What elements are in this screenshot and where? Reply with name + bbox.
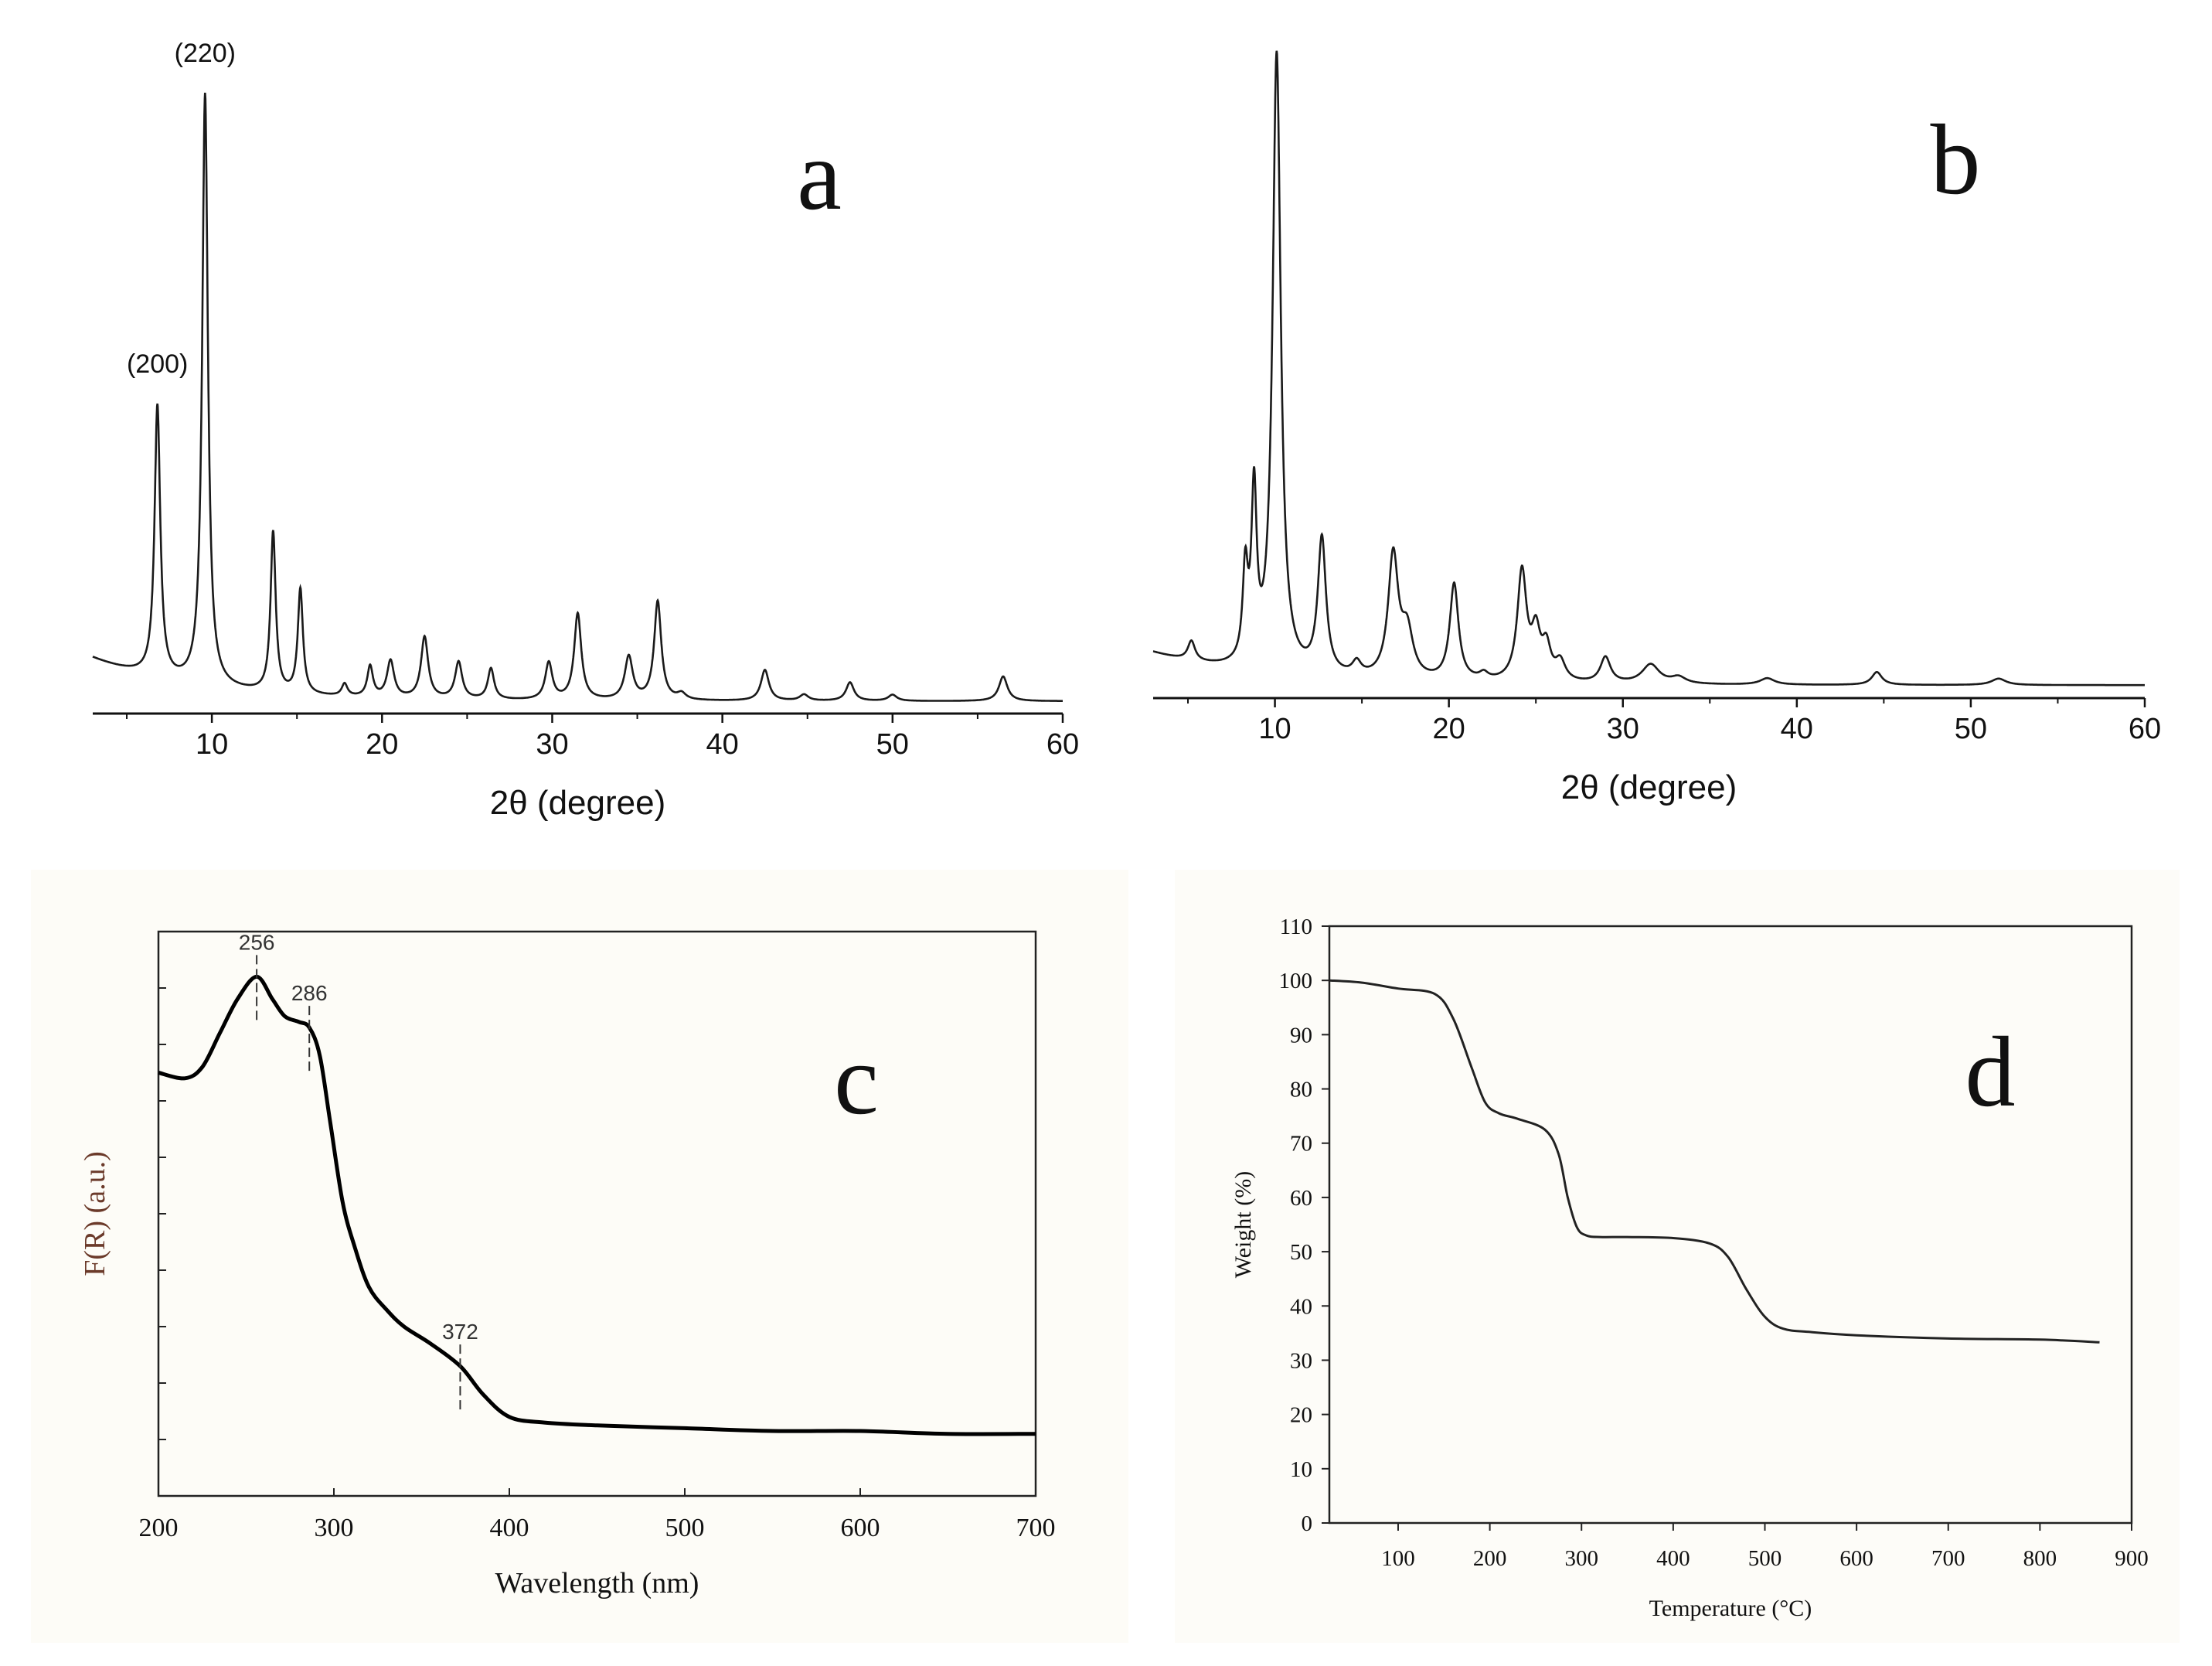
- x-tick-label: 900: [2115, 1546, 2149, 1571]
- peak-annotation: 286: [291, 981, 328, 1005]
- panel-d: 0 10 20 30 40 50 60 70 80 90 100 110 100 200 300 400 500…: [1230, 915, 2149, 1621]
- y-axis-title: Weight (%): [1230, 1171, 1256, 1278]
- peak-annotation: 256: [239, 930, 275, 954]
- x-tick-label: 700: [1931, 1546, 1965, 1571]
- x-tick-label: 50: [876, 728, 909, 761]
- x-axis-title: 2θ (degree): [1561, 768, 1737, 806]
- x-tick-label: 60: [1046, 728, 1079, 761]
- fr-spectrum-line: [158, 974, 1036, 1436]
- y-tick-label: 100: [1279, 969, 1313, 993]
- y-tick-label: 50: [1290, 1240, 1312, 1265]
- x-tick-label: 20: [366, 728, 398, 761]
- y-tick-label: 10: [1290, 1457, 1312, 1482]
- x-tick-label: 500: [665, 1514, 705, 1542]
- panel-letter: d: [1965, 1017, 2016, 1128]
- x-tick-label: 400: [1656, 1546, 1690, 1571]
- y-tick-label: 70: [1290, 1132, 1312, 1157]
- x-tick-label: 40: [706, 728, 739, 761]
- x-tick-label: 300: [315, 1514, 354, 1542]
- panel-letter: a: [797, 120, 842, 231]
- peak-label: (220): [175, 39, 236, 68]
- x-tick-label: 40: [1781, 713, 1813, 745]
- panel-letter: b: [1931, 104, 1981, 216]
- x-tick-label: 10: [1258, 713, 1291, 745]
- x-tick-label: 20: [1433, 713, 1465, 745]
- x-tick-label: 50: [1955, 713, 1987, 745]
- panel-c-background: [31, 870, 1128, 1643]
- x-tick-label: 200: [1473, 1546, 1507, 1571]
- y-tick-label: 0: [1302, 1511, 1313, 1536]
- panel-b: 10 20 30 40 50 60 2θ (degree) b: [1152, 50, 2161, 806]
- peak-annotation: 372: [442, 1320, 478, 1344]
- y-tick-label: 60: [1290, 1186, 1312, 1211]
- y-tick-label: 110: [1280, 915, 1312, 939]
- panel-a: 10 20 30 40 50 60 2θ (degree) (200) (220) a: [92, 39, 1079, 822]
- x-tick-label: 100: [1381, 1546, 1415, 1571]
- x-tick-label: 800: [2023, 1546, 2057, 1571]
- x-tick-label: 30: [1607, 713, 1639, 745]
- x-tick-label: 500: [1748, 1546, 1782, 1571]
- x-tick-label: 200: [139, 1514, 179, 1542]
- y-tick-label: 80: [1290, 1078, 1312, 1102]
- x-axis-title: 2θ (degree): [490, 784, 665, 822]
- x-tick-label: 700: [1016, 1514, 1056, 1542]
- panel-c: 200 300 400 500 600 700 256 286 372 Wavelength (n…: [79, 930, 1056, 1600]
- xrd-pattern-line: [1152, 50, 2145, 687]
- x-tick-label: 600: [1839, 1546, 1873, 1571]
- y-tick-label: 40: [1290, 1294, 1312, 1319]
- x-tick-label: 600: [841, 1514, 880, 1542]
- x-tick-label: 300: [1564, 1546, 1598, 1571]
- xrd-pattern-line: [92, 92, 1063, 702]
- y-tick-label: 90: [1290, 1023, 1312, 1048]
- y-tick-label: 20: [1290, 1403, 1312, 1428]
- plot-frame: [157, 930, 1037, 1497]
- panel-d-background: [1175, 870, 2180, 1643]
- x-tick-label: 60: [2129, 713, 2161, 745]
- x-axis-title: Temperature (°C): [1649, 1596, 1812, 1621]
- tga-weight-line: [1329, 979, 2100, 1344]
- plot-frame: [1328, 925, 2133, 1525]
- y-tick-label: 30: [1290, 1348, 1312, 1373]
- x-tick-label: 30: [536, 728, 568, 761]
- peak-label: (200): [127, 349, 188, 379]
- y-axis-title: F(R) (a.u.): [79, 1151, 111, 1276]
- x-axis-title: Wavelength (nm): [495, 1567, 699, 1600]
- panel-letter: c: [834, 1024, 879, 1136]
- x-tick-label: 400: [490, 1514, 529, 1542]
- x-tick-label: 10: [196, 728, 228, 761]
